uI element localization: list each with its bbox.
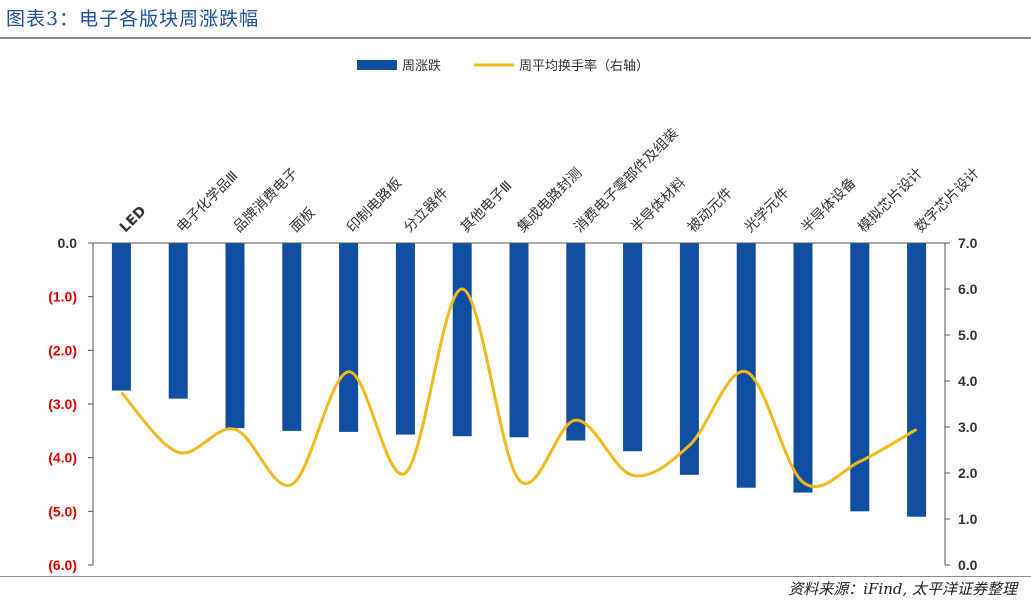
legend-label-line: 周平均换手率（右轴） <box>519 58 649 74</box>
category-label-12: 半导体设备 <box>798 174 860 236</box>
source-note: 资料来源：iFind, 太平洋证券整理 <box>788 580 1017 598</box>
turnover-line <box>120 287 918 489</box>
right-tick-label-0: 7.0 <box>958 235 978 251</box>
right-tick-label-3: 4.0 <box>958 373 978 389</box>
right-tick-label-6: 1.0 <box>958 511 978 527</box>
legend-swatch-bar <box>357 60 397 70</box>
left-tick-label-6: (6.0) <box>48 557 77 573</box>
bar-1 <box>168 243 188 399</box>
category-label-6: 其他电子Ⅲ <box>458 178 516 236</box>
category-label-4: 印制电路板 <box>344 175 405 236</box>
bar-13 <box>850 243 870 512</box>
legend-label-bar: 周涨跌 <box>402 58 441 74</box>
left-tick-label-1: (1.0) <box>48 289 77 305</box>
bar-series <box>111 243 927 517</box>
right-tick-label-7: 0.0 <box>958 557 978 573</box>
left-tick-label-3: (3.0) <box>48 396 77 412</box>
left-tick-label-4: (4.0) <box>48 450 77 466</box>
bar-10 <box>679 243 699 475</box>
bar-5 <box>395 243 415 435</box>
bar-14 <box>907 243 927 517</box>
bar-7 <box>509 243 529 438</box>
source-rule <box>0 576 1031 577</box>
left-tick-label-5: (5.0) <box>48 503 77 519</box>
category-label-5: 分立器件 <box>401 185 452 236</box>
category-label-10: 被动元件 <box>685 185 736 236</box>
category-label-3: 面板 <box>287 205 318 236</box>
category-label-8: 消费电子零部件及组装 <box>571 126 681 236</box>
bar-3 <box>282 243 302 431</box>
left-tick-label-2: (2.0) <box>48 342 77 358</box>
bar-12 <box>793 243 813 493</box>
right-tick-label-4: 3.0 <box>958 419 978 435</box>
axes: 0.0 (1.0) (2.0) (3.0) (4.0) (5.0) (6.0) 7.0 6.0 5… <box>48 235 977 573</box>
right-tick-label-2: 5.0 <box>958 327 978 343</box>
legend: 周涨跌 周平均换手率（右轴） <box>357 58 649 74</box>
category-label-9: 半导体材料 <box>628 175 689 236</box>
left-tick-label-0: 0.0 <box>58 235 78 251</box>
right-tick-label-1: 6.0 <box>958 281 978 297</box>
category-label-0: LED <box>117 203 150 236</box>
bar-0 <box>111 243 131 391</box>
bar-2 <box>225 243 245 429</box>
figure-title: 图表3：电子各版块周涨跌幅 <box>6 8 260 30</box>
category-label-11: 光学元件 <box>742 185 793 236</box>
bar-6 <box>452 243 472 437</box>
bar-4 <box>339 243 359 432</box>
bar-11 <box>736 243 756 488</box>
title-rule <box>0 37 1031 39</box>
right-tick-label-5: 2.0 <box>958 465 978 481</box>
bar-9 <box>623 243 643 452</box>
bar-8 <box>566 243 586 441</box>
